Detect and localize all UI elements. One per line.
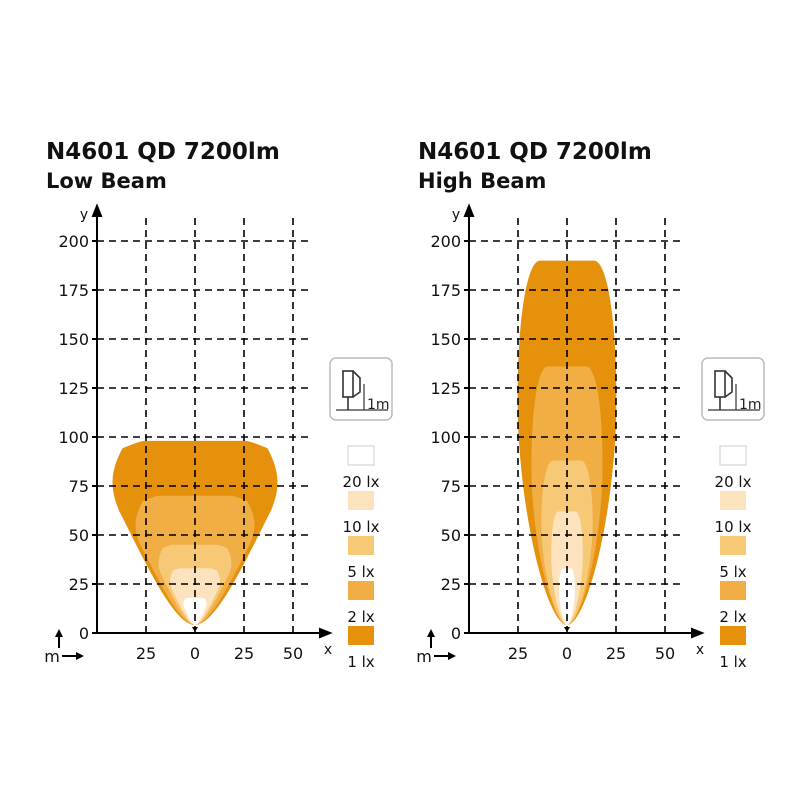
x-axis-label: x — [696, 642, 704, 658]
y-tick-label: 150 — [58, 330, 89, 349]
y-axis-arrow — [91, 203, 103, 217]
x-tick-label: 25 — [508, 644, 528, 663]
legend-label: 20 lx — [715, 473, 752, 491]
mount-height-label: 1m — [367, 397, 390, 413]
chart-subtitle: Low Beam — [46, 169, 167, 193]
y-tick-label: 75 — [69, 477, 89, 496]
legend-label: 10 lx — [343, 518, 380, 536]
legend: 20 lx 10 lx 5 lx 2 lx 1 lx — [343, 445, 380, 671]
legend-label: 5 lx — [719, 563, 746, 581]
meter-indicator: m — [416, 629, 456, 666]
x-tick-label: 25 — [234, 644, 254, 663]
chart-panel-high-beam: N4601 QD 7200lm High Beam y x 0 25 50 75 100 12… — [372, 0, 772, 800]
y-tick-label: 125 — [430, 379, 461, 398]
lamp-lens — [352, 370, 361, 398]
meter-unit-label: m — [416, 647, 432, 666]
y-tick-label: 200 — [430, 232, 461, 251]
axes — [463, 203, 705, 639]
y-tick-label: 50 — [69, 526, 89, 545]
meter-up-head — [427, 629, 435, 637]
icon-frame — [329, 357, 393, 421]
meter-arrow-head — [76, 652, 84, 660]
grid — [97, 213, 310, 633]
icon-frame — [701, 357, 765, 421]
y-tick-label: 25 — [69, 575, 89, 594]
x-tick-label: 25 — [606, 644, 626, 663]
axes — [91, 203, 333, 639]
y-axis-label: y — [80, 207, 88, 223]
legend-label: 20 lx — [343, 473, 380, 491]
grid — [469, 213, 682, 633]
legend-label: 2 lx — [347, 608, 374, 626]
light-source-marker — [564, 627, 570, 632]
meter-up-head — [55, 629, 63, 637]
legend-label: 1 lx — [347, 653, 374, 671]
legend-label: 5 lx — [347, 563, 374, 581]
mounting-height-icon: 1m — [701, 357, 765, 421]
y-tick-label: 25 — [441, 575, 461, 594]
y-tick-label: 175 — [430, 281, 461, 300]
y-tick-label: 125 — [58, 379, 89, 398]
isolux-plot: y x 0 25 50 75 100 125 150 175 200 25 0 25 50 m 1m 20 lx 1… — [44, 203, 393, 671]
legend-swatch — [720, 626, 746, 645]
legend-swatch — [720, 581, 746, 600]
legend-swatch — [347, 445, 375, 466]
legend-swatch — [719, 445, 747, 466]
x-tick-label: 0 — [190, 644, 200, 663]
legend-swatch — [720, 536, 746, 555]
x-tick-label: 25 — [136, 644, 156, 663]
chart-title: N4601 QD 7200lm — [46, 139, 280, 165]
y-tick-label: 100 — [58, 428, 89, 447]
light-source-marker — [192, 627, 198, 632]
x-axis-label: x — [324, 642, 332, 658]
x-tick-label: 50 — [655, 644, 675, 663]
contour-20lx — [183, 597, 207, 625]
mounting-height-icon: 1m — [329, 357, 393, 421]
legend: 20 lx 10 lx 5 lx 2 lx 1 lx — [715, 445, 752, 671]
chart-subtitle: High Beam — [418, 169, 547, 193]
y-axis-arrow — [463, 203, 475, 217]
y-tick-label: 175 — [58, 281, 89, 300]
meter-unit-label: m — [44, 647, 60, 666]
y-tick-label: 150 — [430, 330, 461, 349]
x-axis-arrow — [691, 627, 705, 639]
y-tick-label: 0 — [79, 624, 89, 643]
chart-panel-low-beam: N4601 QD 7200lm Low Beam y x 0 25 50 75 100 125… — [44, 139, 393, 671]
y-tick-label: 50 — [441, 526, 461, 545]
x-axis-arrow — [319, 627, 333, 639]
x-tick-label: 0 — [562, 644, 572, 663]
legend-label: 1 lx — [719, 653, 746, 671]
meter-indicator: m — [44, 629, 84, 666]
legend-swatch — [348, 626, 374, 645]
legend-swatch — [720, 491, 746, 510]
y-axis-label: y — [452, 207, 460, 223]
x-tick-label: 50 — [283, 644, 303, 663]
meter-arrow-head — [448, 652, 456, 660]
isolux-plot: y x 0 25 50 75 100 125 150 175 200 25 0 25 50 m 1m 20 lx 1… — [416, 203, 765, 671]
legend-swatch — [348, 536, 374, 555]
mount-height-label: 1m — [739, 397, 762, 413]
y-tick-label: 75 — [441, 477, 461, 496]
lamp-lens — [724, 370, 733, 398]
y-tick-label: 200 — [58, 232, 89, 251]
chart-title: N4601 QD 7200lm — [418, 139, 652, 165]
y-tick-label: 0 — [451, 624, 461, 643]
y-tick-label: 100 — [430, 428, 461, 447]
legend-label: 2 lx — [719, 608, 746, 626]
legend-swatch — [348, 581, 374, 600]
legend-label: 10 lx — [715, 518, 752, 536]
legend-swatch — [348, 491, 374, 510]
